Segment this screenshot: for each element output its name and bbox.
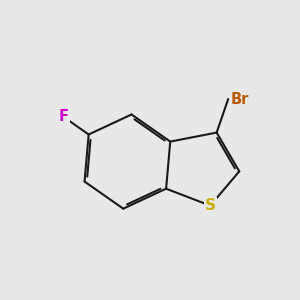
Text: F: F (58, 109, 68, 124)
Text: S: S (205, 198, 216, 213)
Text: Br: Br (231, 92, 249, 106)
